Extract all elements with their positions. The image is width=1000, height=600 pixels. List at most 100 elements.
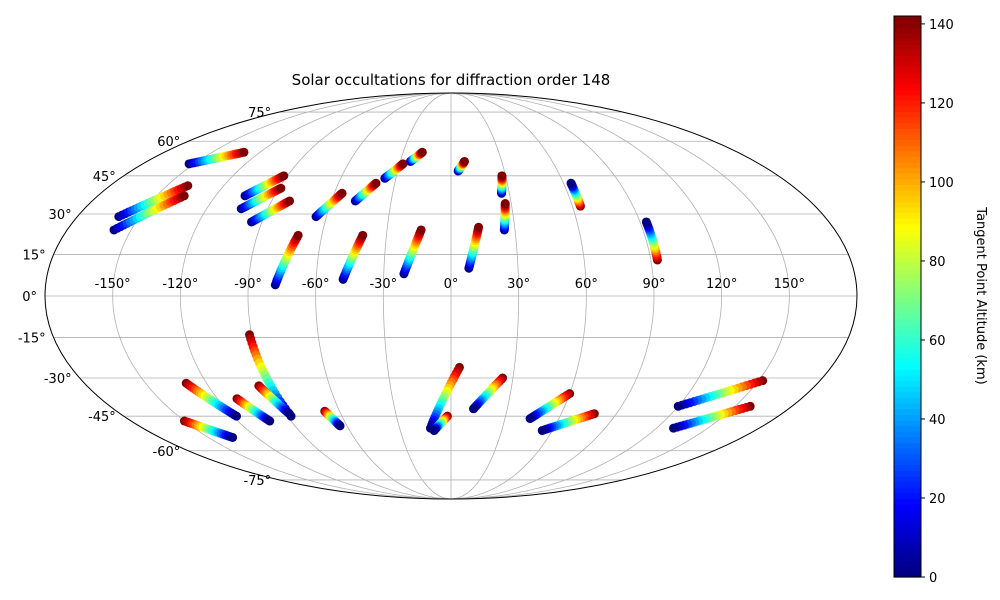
colorbar-segment [894,297,921,303]
colorbar-segment [894,139,921,145]
colorbar-segment [894,218,921,224]
colorbar-segment [894,347,921,353]
colorbar-segment [894,527,921,533]
latitude-tick-label: 75° [248,106,271,121]
scatter-point [669,424,678,433]
scatter-point [430,426,439,435]
colorbar-segment [894,246,921,252]
colorbar-segment [894,291,921,297]
scatter-point [228,433,237,442]
scatter-point [338,189,347,198]
mollweide-map: -150° -120° -90° -60° -30° 0° 30° 60° 90° 120° 150… [18,93,857,499]
scatter-point [497,171,506,180]
scatter-point [279,171,288,180]
colorbar-segment [894,190,921,196]
scatter-point [285,196,294,205]
colorbar-label: Tangent Point Altitude (km) [973,206,988,384]
colorbar-segment [894,27,921,33]
colorbar-segment [894,16,921,22]
scatter-point [239,148,248,157]
longitude-tick-label: -60° [302,277,330,292]
colorbar-segment [894,465,921,471]
colorbar-segment [894,555,921,561]
colorbar-segment [894,459,921,465]
colorbar-segment [894,162,921,168]
colorbar-segment [894,482,921,488]
longitude-tick-label: -150° [95,277,131,292]
colorbar-segment [894,55,921,61]
scatter-point [232,412,241,421]
colorbar-segment [894,498,921,504]
colorbar-segment [894,184,921,190]
longitude-tick-label: 0° [444,277,459,292]
longitude-tick-label: -30° [369,277,397,292]
colorbar-segment [894,95,921,101]
colorbar-segment [894,201,921,207]
colorbar-segment [894,330,921,336]
colorbar-segment [894,173,921,179]
colorbar-segment [894,448,921,454]
longitude-tick-label: 60° [575,277,598,292]
colorbar-segment [894,212,921,218]
colorbar-segment [894,134,921,140]
scatter-point [469,404,478,413]
colorbar-segment [894,493,921,499]
colorbar-segment [894,313,921,319]
colorbar-segment [894,560,921,566]
colorbar-segment [894,521,921,527]
latitude-tick-label: -45° [88,410,116,425]
colorbar-segment [894,252,921,258]
colorbar-segment [894,229,921,235]
colorbar-segment [894,72,921,78]
colorbar-tick-label: 100 [929,176,954,191]
latitude-tick-label: -15° [18,332,46,347]
scatter-point [336,421,345,430]
colorbar-segment [894,179,921,185]
scatter-point [265,417,274,426]
colorbar-tick-label: 60 [929,334,946,349]
longitude-tick-label: -120° [162,277,198,292]
colorbar-segment [894,280,921,286]
gridlines [45,93,857,499]
colorbar-segment [894,397,921,403]
colorbar-segment [894,566,921,572]
longitude-tick-label: 30° [507,277,530,292]
longitude-tick-label: 90° [642,277,665,292]
colorbar: 0 20 40 60 80 100 120 140 [894,16,954,586]
colorbar-segment [894,128,921,134]
colorbar-segment [894,100,921,106]
colorbar-segment [894,83,921,89]
colorbar-tick-label: 20 [929,492,946,507]
colorbar-segment [894,263,921,269]
latitude-tick-label: 30° [49,208,72,223]
colorbar-segment [894,426,921,432]
scatter-point [460,157,469,166]
colorbar-tick-label: 0 [929,571,937,586]
colorbar-segment [894,510,921,516]
colorbar-segment [894,515,921,521]
longitude-tick-label: -90° [234,277,262,292]
colorbar-segment [894,319,921,325]
colorbar-segment [894,532,921,538]
colorbar-tick-label: 40 [929,413,946,428]
scatter-point [674,402,683,411]
latitude-tick-label: 60° [157,135,180,150]
colorbar-segment [894,336,921,342]
colorbar-segment [894,33,921,39]
colorbar-segment [894,392,921,398]
colorbar-segment [894,145,921,151]
longitude-tick-label: 120° [706,277,737,292]
colorbar-segment [894,403,921,409]
colorbar-segment [894,235,921,241]
colorbar-segment [894,414,921,420]
latitude-tick-label: 0° [22,290,37,305]
colorbar-segment [894,117,921,123]
colorbar-segment [894,257,921,263]
colorbar-segment [894,156,921,162]
colorbar-segment [894,151,921,157]
colorbar-segment [894,543,921,549]
colorbar-segment [894,353,921,359]
colorbar-segment [894,50,921,56]
colorbar-segment [894,358,921,364]
latitude-tick-label: 45° [93,170,116,185]
